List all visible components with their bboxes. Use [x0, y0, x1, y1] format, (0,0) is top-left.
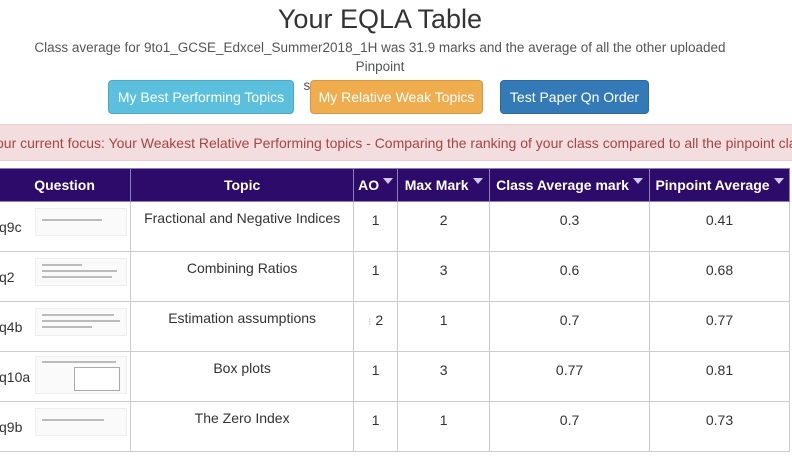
table-row[interactable]: q4b Estimation assumptions ⁝ 2 1 0.7 0.77 — [0, 301, 790, 352]
max-mark-cell: 3 — [397, 251, 491, 302]
question-thumbnail-image[interactable] — [35, 356, 127, 394]
question-number: q9c — [0, 219, 22, 235]
question-cell[interactable]: q2 — [0, 251, 132, 302]
topic-cell: Estimation assumptions — [130, 301, 355, 352]
column-header-ao[interactable]: AO — [353, 168, 399, 202]
max-mark-cell: 3 — [397, 351, 491, 402]
question-thumbnail-image[interactable] — [35, 258, 127, 286]
question-cell[interactable]: q10a — [0, 351, 132, 402]
ao-cell: 1 — [353, 401, 399, 452]
ao-cell: 1 — [353, 351, 399, 402]
class-average-cell: 0.3 — [489, 201, 650, 252]
summary-line-1: Class average for 9to1_GCSE_Edxcel_Summe… — [34, 40, 726, 74]
pinpoint-average-cell: 0.77 — [649, 301, 790, 352]
table-row[interactable]: q10a Box plots 1 3 0.77 0.81 — [0, 351, 790, 402]
drag-handle-icon: ⁝ — [368, 317, 372, 328]
pinpoint-average-cell: 0.68 — [649, 251, 790, 302]
pinpoint-average-cell: 0.73 — [649, 401, 790, 452]
column-header-question[interactable]: Question — [0, 168, 132, 202]
sort-caret-icon — [632, 178, 643, 184]
column-header-class-average[interactable]: Class Average mark — [489, 168, 650, 202]
question-number: q2 — [0, 269, 15, 285]
question-cell[interactable]: q9c — [0, 201, 132, 252]
question-thumbnail-image[interactable] — [35, 208, 127, 236]
current-focus-text: our current focus: Your Weakest Relative… — [0, 134, 792, 151]
sort-caret-icon — [472, 178, 483, 184]
topic-cell: Combining Ratios — [130, 251, 355, 302]
table-row[interactable]: q9b The Zero Index 1 1 0.7 0.73 — [0, 401, 790, 452]
relative-weak-topics-button[interactable]: My Relative Weak Topics — [310, 80, 483, 114]
max-mark-cell: 2 — [397, 201, 491, 252]
class-average-cell: 0.6 — [489, 251, 650, 302]
column-header-max-mark[interactable]: Max Mark — [397, 168, 491, 202]
pinpoint-average-cell: 0.41 — [649, 201, 790, 252]
question-thumbnail-image[interactable] — [35, 308, 127, 336]
topic-cell: The Zero Index — [130, 401, 355, 452]
topic-cell: Box plots — [130, 351, 355, 402]
question-number: q4b — [0, 319, 23, 335]
ao-cell: 1 — [353, 251, 399, 302]
table-row[interactable]: q9c Fractional and Negative Indices 1 2 … — [0, 201, 790, 252]
class-average-cell: 0.77 — [489, 351, 650, 402]
max-mark-cell: 1 — [397, 301, 491, 352]
topic-cell: Fractional and Negative Indices — [130, 201, 355, 252]
ao-cell: 1 — [353, 201, 399, 252]
test-paper-order-button[interactable]: Test Paper Qn Order — [500, 80, 649, 114]
pinpoint-average-cell: 0.81 — [649, 351, 790, 402]
ao-cell: ⁝ 2 — [353, 301, 399, 352]
table-header-row: Question Topic AO Max Mark Class Average… — [0, 168, 790, 202]
sort-caret-icon — [773, 178, 784, 184]
question-number: q10a — [0, 369, 31, 385]
best-performing-topics-button[interactable]: My Best Performing Topics — [108, 80, 294, 114]
question-cell[interactable]: q4b — [0, 301, 132, 352]
page-title: Your EQLA Table — [277, 4, 483, 34]
question-thumbnail-image[interactable] — [35, 408, 127, 436]
class-average-cell: 0.7 — [489, 301, 650, 352]
eqla-table: Question Topic AO Max Mark Class Average… — [0, 168, 790, 452]
column-header-topic[interactable]: Topic — [130, 168, 355, 202]
question-number: q9b — [0, 419, 23, 435]
current-focus-banner: our current focus: Your Weakest Relative… — [0, 124, 792, 161]
class-average-cell: 0.7 — [489, 401, 650, 452]
table-row[interactable]: q2 Combining Ratios 1 3 0.6 0.68 — [0, 251, 790, 302]
sort-caret-icon — [383, 178, 394, 184]
question-cell[interactable]: q9b — [0, 401, 132, 452]
max-mark-cell: 1 — [397, 401, 491, 452]
column-header-pinpoint-average[interactable]: Pinpoint Average — [649, 168, 790, 202]
